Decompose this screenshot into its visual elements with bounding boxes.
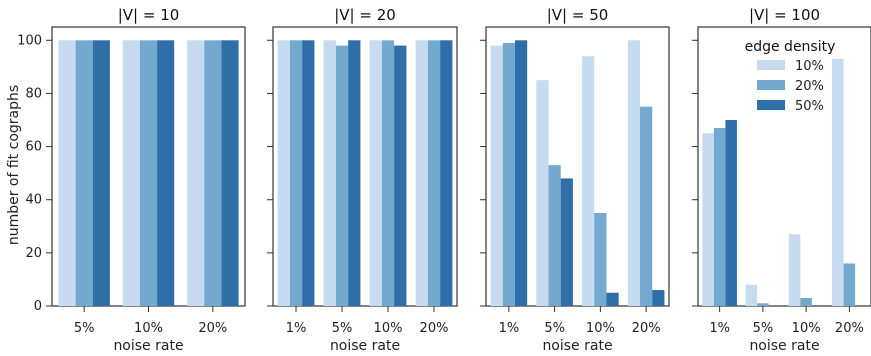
bar xyxy=(427,40,441,307)
bar xyxy=(394,45,407,306)
bar xyxy=(652,290,665,306)
x-tick-label: 5% xyxy=(332,321,353,336)
bar xyxy=(289,40,303,307)
x-tick-label: 5% xyxy=(544,321,565,336)
x-tick-label: 20% xyxy=(198,321,227,336)
panel-3: |V| = 50 1% 5% 10% 20% noise rate xyxy=(480,6,670,354)
bar xyxy=(606,292,619,306)
y-tick-label: 0 xyxy=(34,299,42,314)
bar xyxy=(75,40,93,307)
x-axis-label: noise rate xyxy=(749,338,819,354)
bar xyxy=(582,56,595,306)
bar xyxy=(139,40,158,307)
bar xyxy=(713,127,726,306)
x-axis-label: noise rate xyxy=(113,338,183,354)
bar xyxy=(58,40,76,307)
bar xyxy=(800,298,812,306)
panel-title: |V| = 50 xyxy=(547,6,609,24)
bar xyxy=(369,40,382,307)
legend-label: 10% xyxy=(795,59,824,74)
x-tick-label: 5% xyxy=(753,321,774,336)
x-tick-label: 20% xyxy=(632,321,661,336)
bar xyxy=(745,284,758,306)
bar xyxy=(843,263,856,306)
panel-frame xyxy=(272,26,458,307)
bar xyxy=(204,40,222,307)
bar xyxy=(702,133,714,306)
bar xyxy=(832,58,844,307)
legend-swatch xyxy=(757,100,785,110)
bar xyxy=(440,40,453,307)
legend-swatch xyxy=(757,80,785,90)
bar xyxy=(381,40,395,307)
y-tick-label: 20 xyxy=(25,246,42,261)
bar xyxy=(490,45,503,306)
x-tick-label: 10% xyxy=(792,321,821,336)
bar xyxy=(335,45,349,306)
bar xyxy=(627,40,641,307)
bar xyxy=(640,106,653,306)
x-tick-label: 1% xyxy=(286,321,307,336)
x-tick-label: 10% xyxy=(586,321,615,336)
y-tick-label: 100 xyxy=(17,33,42,48)
legend-label: 20% xyxy=(795,79,824,94)
x-axis-label: noise rate xyxy=(330,338,400,354)
panel-2: |V| = 20 1% 5% 10% 20% noise rate xyxy=(267,6,458,354)
x-axis-label: noise rate xyxy=(542,338,612,354)
bar xyxy=(323,40,336,307)
y-axis-label: number of fit cographs xyxy=(6,85,22,245)
x-tick-label: 10% xyxy=(374,321,403,336)
panel-frame xyxy=(485,26,670,307)
bar xyxy=(594,213,607,306)
bar xyxy=(302,40,315,307)
panel-4: |V| = 100 1% 5% 10% 20% noise rate xyxy=(692,6,871,354)
x-tick-label: 5% xyxy=(74,321,95,336)
x-tick-label: 20% xyxy=(835,321,864,336)
panel-title: |V| = 20 xyxy=(334,6,396,24)
legend-swatch xyxy=(757,60,785,70)
legend: edge density 10% 20% 50% xyxy=(745,39,836,114)
bar xyxy=(725,120,737,306)
legend-label: 50% xyxy=(795,99,824,114)
bar xyxy=(415,40,428,307)
bar xyxy=(536,80,549,307)
panel-1: |V| = 10 0 20 40 60 80 100 5% 10% 20% noise rate xyxy=(17,6,246,354)
bar xyxy=(757,303,769,306)
x-tick-label: 1% xyxy=(499,321,520,336)
bar xyxy=(502,42,515,306)
y-tick-label: 60 xyxy=(25,140,42,155)
bar xyxy=(548,165,561,306)
bar xyxy=(157,40,175,307)
bar xyxy=(277,40,290,307)
x-tick-label: 10% xyxy=(134,321,163,336)
y-tick-label: 40 xyxy=(25,193,42,208)
bar xyxy=(187,40,205,307)
x-tick-label: 20% xyxy=(420,321,449,336)
bar xyxy=(221,40,239,307)
bar xyxy=(514,40,528,307)
x-tick-label: 1% xyxy=(709,321,730,336)
panel-title: |V| = 10 xyxy=(118,6,180,24)
panel-frame xyxy=(697,26,871,307)
bar xyxy=(560,178,573,306)
bar xyxy=(92,40,110,307)
legend-title: edge density xyxy=(745,39,836,55)
bar xyxy=(348,40,361,307)
bar xyxy=(788,234,801,306)
y-tick-label: 80 xyxy=(25,86,42,101)
panel-title: |V| = 100 xyxy=(749,6,820,24)
bar xyxy=(122,40,140,307)
